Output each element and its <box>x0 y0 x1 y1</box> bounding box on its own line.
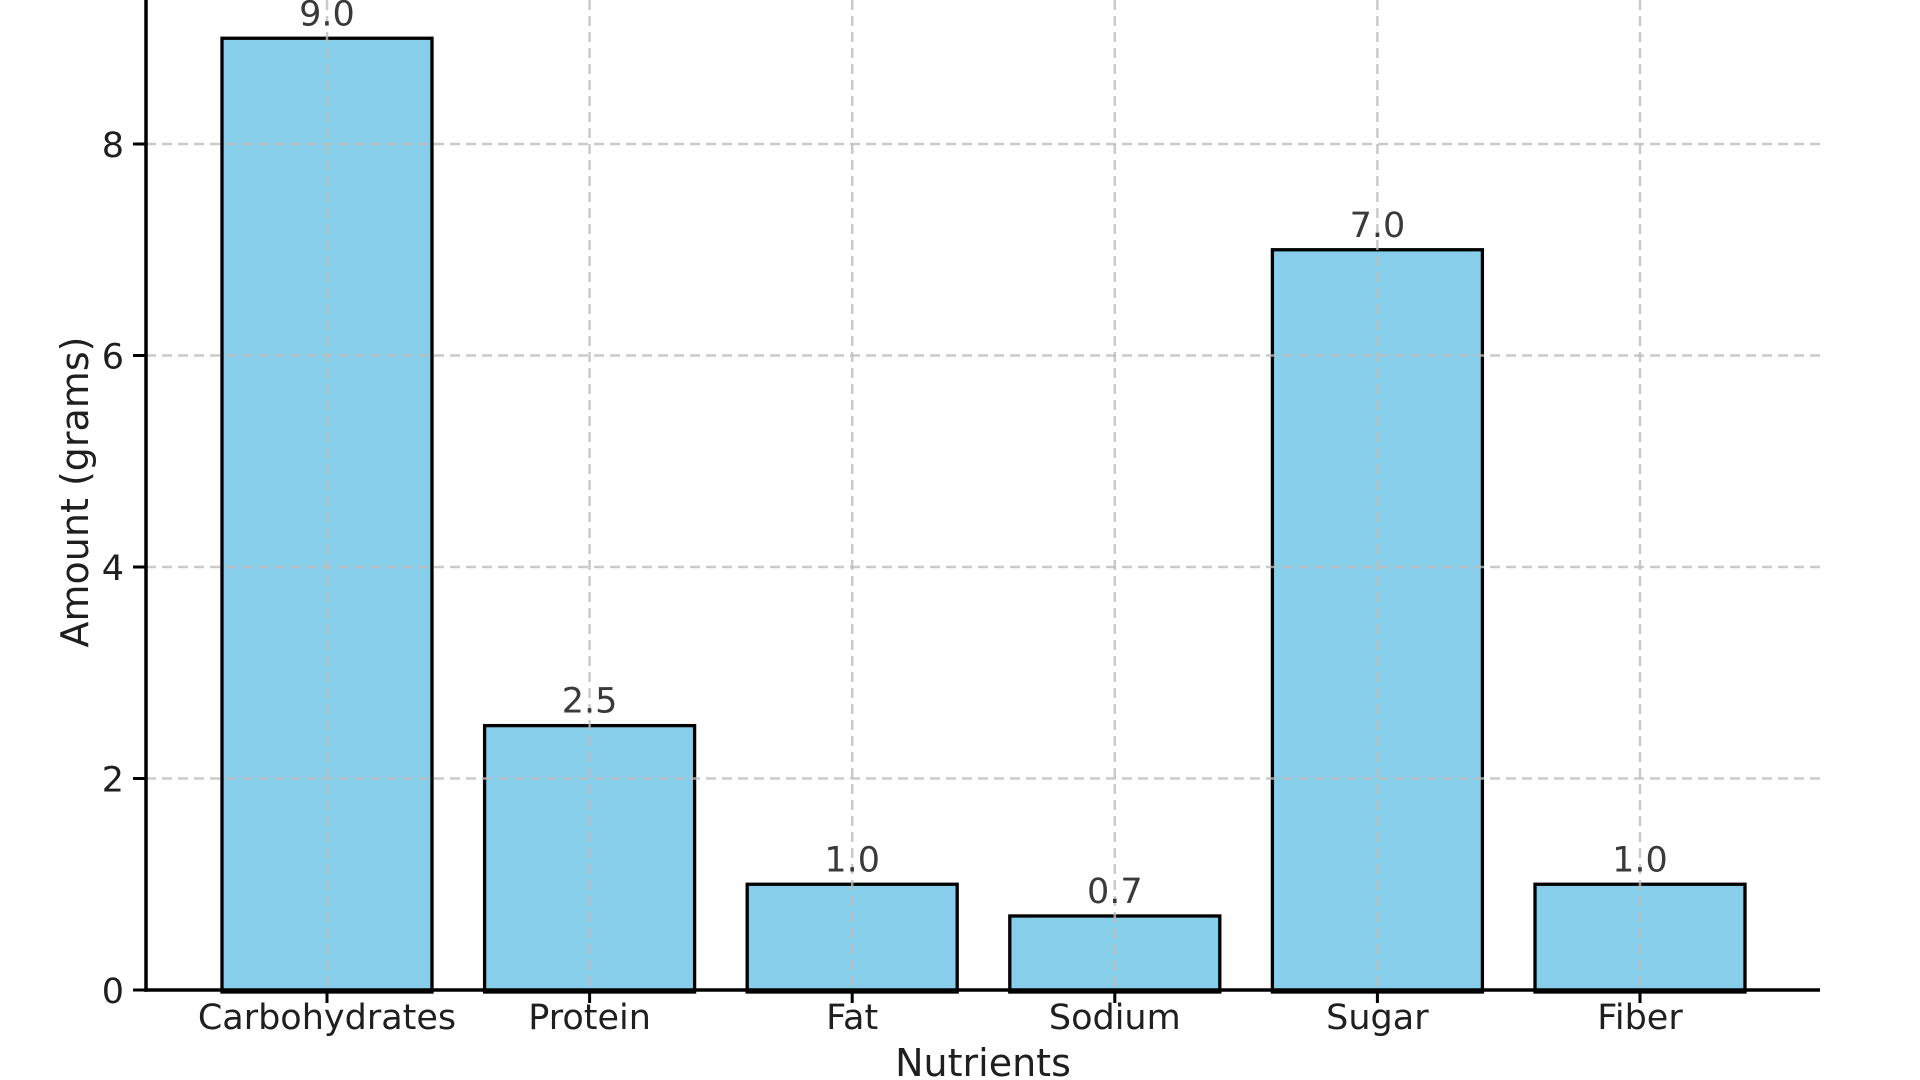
x-axis-label: Nutrients <box>895 1041 1071 1080</box>
x-tick-label-fat: Fat <box>826 998 878 1038</box>
value-label-sodium: 0.7 <box>1087 872 1143 912</box>
value-label-fiber: 1.0 <box>1612 840 1668 880</box>
y-tick-label-2: 2 <box>102 761 124 801</box>
value-label-sugar: 7.0 <box>1350 206 1406 246</box>
y-tick-label-0: 0 <box>102 972 124 1012</box>
value-label-fat: 1.0 <box>824 840 880 880</box>
y-tick-label-6: 6 <box>102 338 124 378</box>
x-tick-label-carbohydrates: Carbohydrates <box>198 998 456 1038</box>
x-tick-label-sugar: Sugar <box>1326 998 1429 1038</box>
value-label-carbohydrates: 9.0 <box>299 0 355 34</box>
y-axis-label: Amount (grams) <box>53 337 97 648</box>
value-label-protein: 2.5 <box>562 682 618 722</box>
y-tick-label-4: 4 <box>102 549 124 589</box>
x-tick-label-sodium: Sodium <box>1049 998 1181 1038</box>
x-tick-label-protein: Protein <box>528 998 651 1038</box>
y-tick-label-8: 8 <box>102 126 124 166</box>
x-tick-label-fiber: Fiber <box>1597 998 1683 1038</box>
